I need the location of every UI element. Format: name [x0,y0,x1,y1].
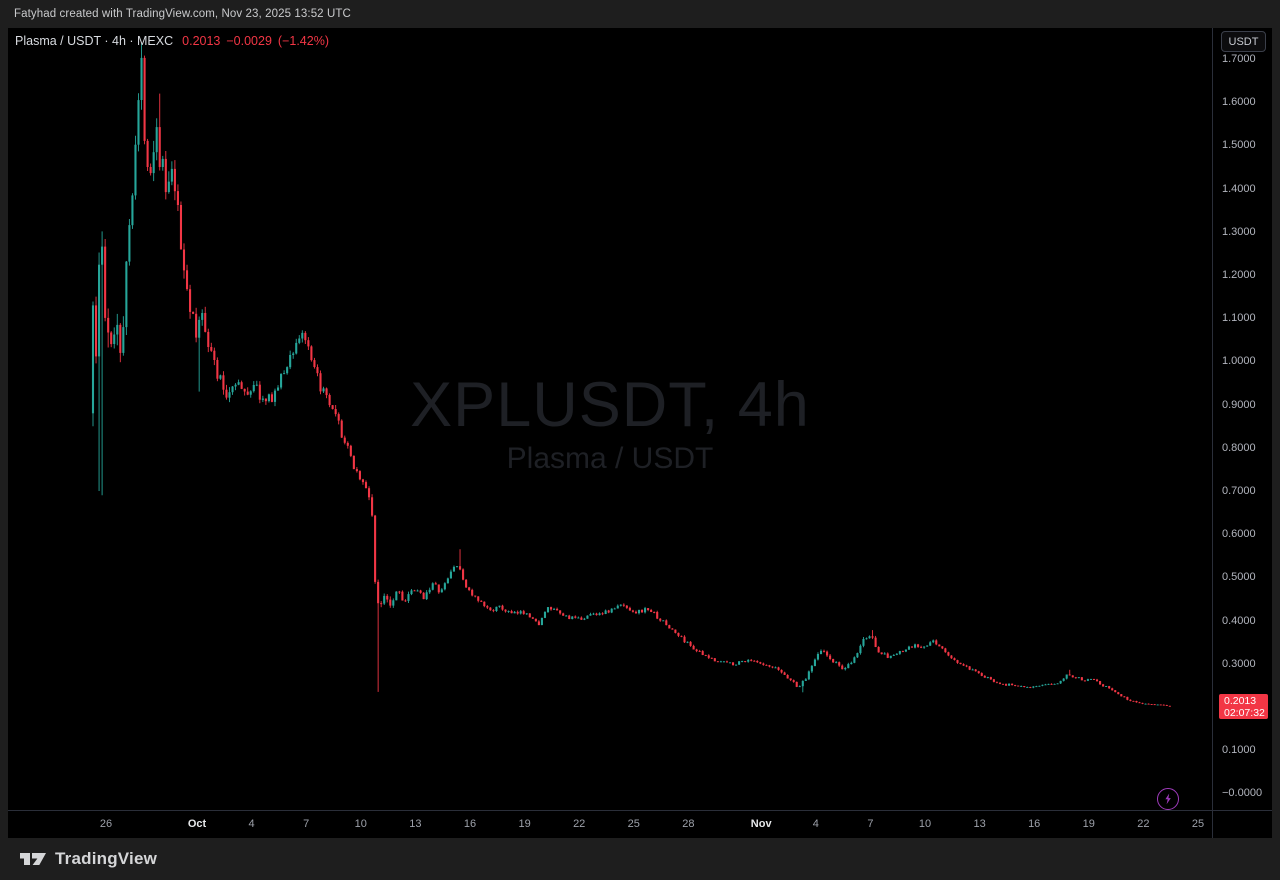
time-tick-label: 26 [99,818,113,830]
attribution-text: Fatyhad created with TradingView.com, No… [14,8,351,20]
quote-last-price: 0.2013 [182,34,221,48]
price-tick-label: −0.0000 [1222,787,1263,800]
candlestick-series [91,43,1171,707]
time-tick-label: 19 [1082,818,1095,830]
footer-bar: TradingView [0,838,1280,880]
time-tick-label: 22 [1137,818,1150,830]
price-tick-label: 1.1000 [1222,312,1256,325]
time-tick-month-label: Oct [187,818,207,830]
price-tick-label: 1.4000 [1222,182,1256,195]
price-tick-label: 0.6000 [1222,528,1256,541]
symbol-description: Plasma / USDT · 4h · MEXC [15,34,174,48]
last-price-badge: 0.2013 02:07:32 [1219,693,1268,719]
price-tick-label: 1.5000 [1222,139,1256,152]
candlestick-pane[interactable]: XPLUSDT, 4h Plasma / USDT Plasma / USDT … [8,28,1212,810]
price-tick-label: 1.7000 [1222,53,1256,65]
last-price-value: 0.2013 [1224,694,1257,707]
bar-countdown: 02:07:32 [1224,706,1265,719]
price-tick-label: 1.3000 [1222,225,1256,238]
time-tick-label: 13 [409,818,422,830]
time-tick-label: 28 [682,818,695,830]
time-tick-month-label: Nov [750,818,772,830]
time-tick-label: 19 [518,818,531,830]
time-tick-label: 16 [1028,818,1041,830]
time-tick-label: 25 [627,818,640,830]
chart-container: XPLUSDT, 4h Plasma / USDT Plasma / USDT … [8,28,1272,838]
lightning-trade-button[interactable] [1157,788,1179,810]
time-axis[interactable]: 26 Oct 4 7 10 13 16 19 22 25 28 Nov 4 7 10 13 16 19 22 25 [8,811,1272,838]
price-tick-label: 0.4000 [1222,614,1256,627]
price-axis[interactable]: USDT 1.7000 1.6000 1.5000 1.4000 1.3000 1.200… [1213,28,1272,810]
price-tick-label: 0.1000 [1222,744,1256,757]
price-tick-label: 0.3000 [1222,657,1256,670]
attribution-bar: Fatyhad created with TradingView.com, No… [0,0,1280,28]
time-tick-label: 16 [463,818,477,830]
quote-change-pct: (−1.42%) [277,34,329,48]
lightning-icon [1165,793,1171,805]
time-tick-label: 4 [248,818,255,830]
price-tick-label: 0.7000 [1222,485,1256,497]
time-tick-label: 7 [867,818,874,830]
currency-toggle-button[interactable]: USDT [1221,31,1266,52]
time-tick-label: 10 [354,818,367,830]
price-tick-label: 0.9000 [1222,398,1256,411]
time-tick-label: 4 [812,818,819,830]
price-tick-label: 1.2000 [1222,269,1256,281]
price-axis-divider [1212,28,1213,838]
price-tick-label: 0.5000 [1222,571,1256,584]
time-tick-label: 13 [973,818,986,830]
price-tick-label: 1.6000 [1222,96,1256,109]
symbol-quote-header: Plasma / USDT · 4h · MEXC 0.2013 −0.0029 (−… [15,34,335,48]
tradingview-logo-icon [20,849,47,869]
time-tick-label: 22 [573,818,586,830]
time-axis-divider [8,810,1272,811]
price-tick-label: 1.0000 [1222,355,1256,368]
quote-change: −0.0029 [226,34,272,48]
tradingview-brand-link[interactable]: TradingView [55,849,158,868]
time-tick-label: 10 [918,818,932,830]
price-tick-label: 0.8000 [1222,441,1256,454]
time-tick-label: 7 [303,818,310,830]
time-tick-label: 25 [1191,818,1205,830]
